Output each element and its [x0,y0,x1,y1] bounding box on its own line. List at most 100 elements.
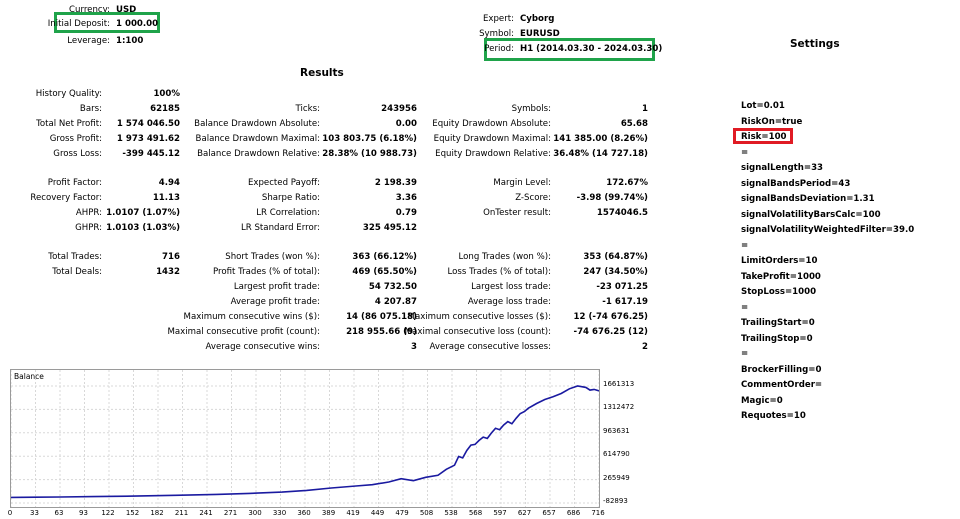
leverage-label: Leverage: [67,36,110,46]
x-tick-label: 508 [419,509,434,517]
margin-level-label: Margin Level: [493,178,551,188]
x-tick-label: 627 [517,509,532,517]
total-deals-value: 1432 [156,267,180,277]
x-tick-label: 597 [493,509,507,517]
x-tick-label: 538 [444,509,458,517]
x-tick-label: 211 [174,509,189,517]
expected-payoff-label: Expected Payoff: [247,178,320,188]
x-tick-label: 122 [101,509,115,517]
avg-profit-label: Average profit trade: [230,297,320,307]
sharpe-ratio-value: 3.36 [395,193,417,203]
balance-dd-rel-label: Balance Drawdown Relative: [197,149,320,159]
largest-profit-value: 54 732.50 [368,282,417,292]
expert-value: Cyborg [520,14,555,24]
maximal-consec-loss-label: Maximal consecutive loss (count): [404,327,551,337]
loss-trades-label: Loss Trades (% of total): [447,267,551,277]
currency-value: USD [116,5,137,15]
recovery-factor-label: Recovery Factor: [30,193,102,203]
gross-loss-value: -399 445.12 [122,149,180,159]
loss-trades-value: 247 (34.50%) [583,267,648,277]
short-trades-label: Short Trades (won %): [225,252,320,262]
setting-item: = [741,240,749,251]
maximal-consec-profit-label: Maximal consecutive profit (count): [167,327,320,337]
max-consec-wins-value: 14 (86 075.18) [346,312,417,322]
deposit-highlight-box [54,12,160,33]
profit-trades-value: 469 (65.50%) [352,267,417,277]
symbols-label: Symbols: [511,104,551,114]
x-tick-label: 0 [7,509,13,517]
equity-dd-abs-value: 65.68 [620,119,648,129]
ahpr-value: 1.0107 (1.07%) [106,208,180,218]
x-tick-label: 182 [150,509,164,517]
equity-dd-max-label: Equity Drawdown Maximal: [433,134,551,144]
max-consec-losses-value: 12 (-74 676.25) [573,312,649,322]
recovery-factor-value: 11.13 [152,193,180,203]
period-value: H1 (2014.03.30 - 2024.03.30) [520,44,663,54]
ghpr-value: 1.0103 (1.03%) [106,223,180,233]
y-tick-label: 614790 [603,450,630,459]
max-consec-wins-label: Maximum consecutive wins ($): [183,312,320,322]
setting-item: signalLength=33 [741,163,824,173]
results-title: Results [300,67,344,79]
balance-dd-abs-label: Balance Drawdown Absolute: [194,119,320,129]
setting-item: = [741,147,749,158]
x-tick-label: 330 [272,509,287,517]
setting-item: LimitOrders=10 [741,256,818,266]
total-net-profit-label: Total Net Profit: [36,119,102,129]
avg-consec-losses-value: 2 [642,342,648,352]
y-tick-label: 1661313 [603,380,635,388]
ontester-label: OnTester result: [483,208,551,218]
avg-loss-label: Average loss trade: [467,297,551,307]
largest-loss-label: Largest loss trade: [471,282,551,292]
y-tick-label: -82893 [603,497,628,505]
maximal-consec-loss-value: -74 676.25 (12) [573,327,649,337]
balance-dd-max-value: 103 803.75 (6.18%) [322,134,417,144]
period-highlight-box [484,38,655,61]
leverage-value: 1:100 [116,36,144,46]
ontester-value: 1574046.5 [596,208,648,218]
largest-loss-value: -23 071.25 [596,282,648,292]
x-tick-label: 686 [566,509,581,517]
avg-loss-value: -1 617.19 [602,297,648,307]
x-tick-label: 360 [297,509,311,517]
profit-trades-label: Profit Trades (% of total): [212,267,320,277]
y-tick-label: 1312472 [603,403,635,412]
lr-correlation-value: 0.79 [395,208,417,218]
profit-factor-value: 4.94 [158,178,180,188]
x-tick-label: 389 [321,509,336,517]
balance-dd-max-label: Balance Drawdown Maximal: [195,134,320,144]
balance-dd-abs-value: 0.00 [395,119,417,129]
long-trades-value: 353 (64.87%) [583,252,648,262]
gross-loss-label: Gross Loss: [53,149,102,159]
setting-item: TrailingStop=0 [741,333,813,344]
avg-consec-wins-label: Average consecutive wins: [205,342,320,352]
setting-item: signalBandsPeriod=43 [741,178,851,189]
balance-dd-rel-value: 28.38% (10 988.73) [322,149,417,159]
symbol-value: EURUSD [520,29,560,39]
bars-label: Bars: [79,104,102,114]
max-consec-losses-label: Maximum consecutive losses ($): [407,312,551,322]
setting-item: Lot=0.01 [741,101,785,111]
setting-item: BrockerFilling=0 [741,364,822,375]
ghpr-label: GHPR: [75,223,102,233]
setting-item: = [741,302,749,313]
long-trades-label: Long Trades (won %): [458,252,552,262]
x-tick-label: 479 [395,509,409,517]
x-tick-label: 300 [248,509,262,517]
y-tick-label: 963631 [603,426,630,435]
ticks-value: 243956 [381,104,417,114]
total-deals-label: Total Deals: [52,267,102,277]
x-tick-label: 271 [223,509,238,517]
maximal-consec-profit-value: 218 955.66 (9) [346,327,417,337]
x-tick-label: 568 [468,509,483,517]
avg-consec-losses-label: Average consecutive losses: [429,342,551,352]
ahpr-label: AHPR: [75,208,102,218]
bars-value: 62185 [150,104,180,114]
x-tick-label: 241 [199,509,213,517]
z-score-label: Z-Score: [515,193,551,203]
history-quality-value: 100% [153,89,180,99]
chart-title: Balance [14,372,44,381]
setting-item: signalVolatilityWeightedFilter=39.0 [741,225,915,235]
ticks-label: Ticks: [295,104,320,114]
setting-item: TrailingStart=0 [741,318,815,328]
